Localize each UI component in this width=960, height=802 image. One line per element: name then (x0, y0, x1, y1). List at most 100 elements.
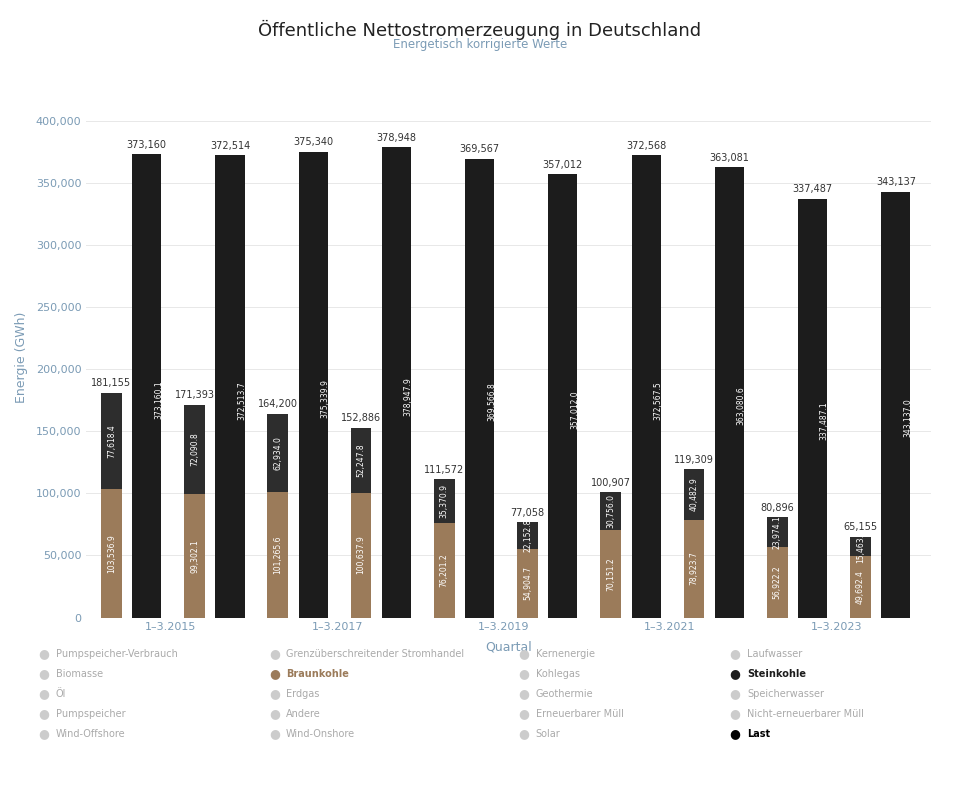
Text: 70,151.2: 70,151.2 (607, 557, 615, 591)
Bar (517, 522, 538, 549)
Text: 54,904.7: 54,904.7 (523, 566, 532, 601)
Text: 80,896: 80,896 (760, 503, 794, 512)
Text: 119,309: 119,309 (674, 455, 714, 465)
Text: 369,566.8: 369,566.8 (487, 383, 496, 421)
Text: ●: ● (269, 687, 279, 700)
Bar (268, 414, 288, 492)
Text: ●: ● (269, 707, 279, 720)
Text: 23,974.1: 23,974.1 (773, 515, 781, 549)
Bar (299, 152, 327, 618)
Text: 363,080.6: 363,080.6 (736, 387, 746, 425)
Text: ●: ● (38, 647, 49, 660)
Text: 76,201.2: 76,201.2 (440, 553, 448, 587)
Text: 373,160.1: 373,160.1 (154, 380, 163, 419)
Bar (184, 494, 205, 618)
Text: ●: ● (518, 727, 529, 740)
Text: Kohlegas: Kohlegas (536, 669, 580, 678)
Text: 171,393: 171,393 (175, 391, 215, 400)
Bar (268, 492, 288, 618)
Text: Öl: Öl (56, 689, 66, 699)
Text: 343,137: 343,137 (876, 177, 916, 188)
Text: 372,568: 372,568 (626, 141, 666, 151)
Bar (465, 159, 494, 618)
Text: 52,247.8: 52,247.8 (356, 444, 366, 477)
Bar (684, 520, 705, 618)
Bar (517, 549, 538, 618)
Bar (715, 167, 744, 618)
X-axis label: Quartal: Quartal (486, 641, 532, 654)
Text: 378,948: 378,948 (376, 133, 417, 143)
Text: 372,514: 372,514 (210, 141, 251, 151)
Bar (881, 192, 910, 618)
Text: Wind-Onshore: Wind-Onshore (286, 729, 355, 739)
Text: ●: ● (730, 647, 740, 660)
Text: 15,463.0: 15,463.0 (856, 529, 865, 563)
Text: Erneuerbarer Müll: Erneuerbarer Müll (536, 709, 624, 719)
Text: ●: ● (518, 667, 529, 680)
Text: 100,907: 100,907 (590, 478, 631, 488)
Text: 100,637.9: 100,637.9 (356, 536, 366, 574)
Bar (434, 479, 455, 523)
Text: 363,081: 363,081 (709, 152, 750, 163)
Text: 40,482.9: 40,482.9 (689, 477, 699, 512)
Bar (382, 148, 411, 618)
Text: ●: ● (518, 687, 529, 700)
Text: Energetisch korrigierte Werte: Energetisch korrigierte Werte (393, 38, 567, 51)
Text: 357,012: 357,012 (542, 160, 583, 170)
Text: Braunkohle: Braunkohle (286, 669, 348, 678)
Text: 56,922.2: 56,922.2 (773, 565, 781, 599)
Text: Öffentliche Nettostromerzeugung in Deutschland: Öffentliche Nettostromerzeugung in Deuts… (258, 20, 702, 40)
Bar (101, 393, 122, 489)
Text: ●: ● (269, 667, 279, 680)
Text: 77,058: 77,058 (511, 508, 544, 517)
Text: ●: ● (269, 647, 279, 660)
Text: Kernenergie: Kernenergie (536, 649, 594, 658)
Text: 103,536.9: 103,536.9 (107, 534, 116, 573)
Text: 373,160: 373,160 (127, 140, 167, 150)
Text: Geothermie: Geothermie (536, 689, 593, 699)
Bar (798, 199, 828, 618)
Text: 101,265.6: 101,265.6 (274, 536, 282, 574)
Text: ●: ● (518, 647, 529, 660)
Text: 30,756.0: 30,756.0 (607, 494, 615, 529)
Text: ●: ● (38, 667, 49, 680)
Bar (350, 492, 372, 618)
Text: 375,339.9: 375,339.9 (321, 379, 329, 418)
Text: 343,137.0: 343,137.0 (903, 398, 912, 437)
Bar (632, 155, 660, 618)
Text: ●: ● (730, 707, 740, 720)
Text: ●: ● (38, 727, 49, 740)
Text: ●: ● (518, 707, 529, 720)
Text: 65,155: 65,155 (844, 522, 877, 533)
Bar (132, 154, 161, 618)
Y-axis label: Energie (GWh): Energie (GWh) (14, 311, 28, 403)
Text: 378,947.9: 378,947.9 (404, 377, 413, 416)
Bar (850, 537, 871, 556)
Text: 181,155: 181,155 (91, 379, 132, 388)
Text: Wind-Offshore: Wind-Offshore (56, 729, 126, 739)
Text: 77,618.4: 77,618.4 (107, 424, 116, 458)
Text: 372,567.5: 372,567.5 (654, 381, 662, 419)
Bar (600, 530, 621, 618)
Bar (548, 174, 578, 618)
Text: ●: ● (730, 667, 740, 680)
Text: 164,200: 164,200 (258, 399, 298, 409)
Text: Pumpspeicher: Pumpspeicher (56, 709, 126, 719)
Text: 78,923.7: 78,923.7 (689, 552, 699, 585)
Bar (767, 547, 787, 618)
Text: 49,692.4: 49,692.4 (856, 569, 865, 604)
Text: Pumpspeicher-Verbrauch: Pumpspeicher-Verbrauch (56, 649, 178, 658)
Text: 375,340: 375,340 (293, 137, 333, 148)
Text: Grenzüberschreitender Stromhandel: Grenzüberschreitender Stromhandel (286, 649, 465, 658)
Text: 72,090.8: 72,090.8 (190, 432, 199, 467)
Text: Andere: Andere (286, 709, 321, 719)
Text: ●: ● (730, 687, 740, 700)
Bar (600, 492, 621, 530)
Bar (350, 427, 372, 492)
Text: 99,302.1: 99,302.1 (190, 539, 199, 573)
Text: Erdgas: Erdgas (286, 689, 320, 699)
Text: Nicht-erneuerbarer Müll: Nicht-erneuerbarer Müll (747, 709, 864, 719)
Bar (767, 517, 787, 547)
Text: ●: ● (269, 727, 279, 740)
Text: Steinkohle: Steinkohle (747, 669, 805, 678)
